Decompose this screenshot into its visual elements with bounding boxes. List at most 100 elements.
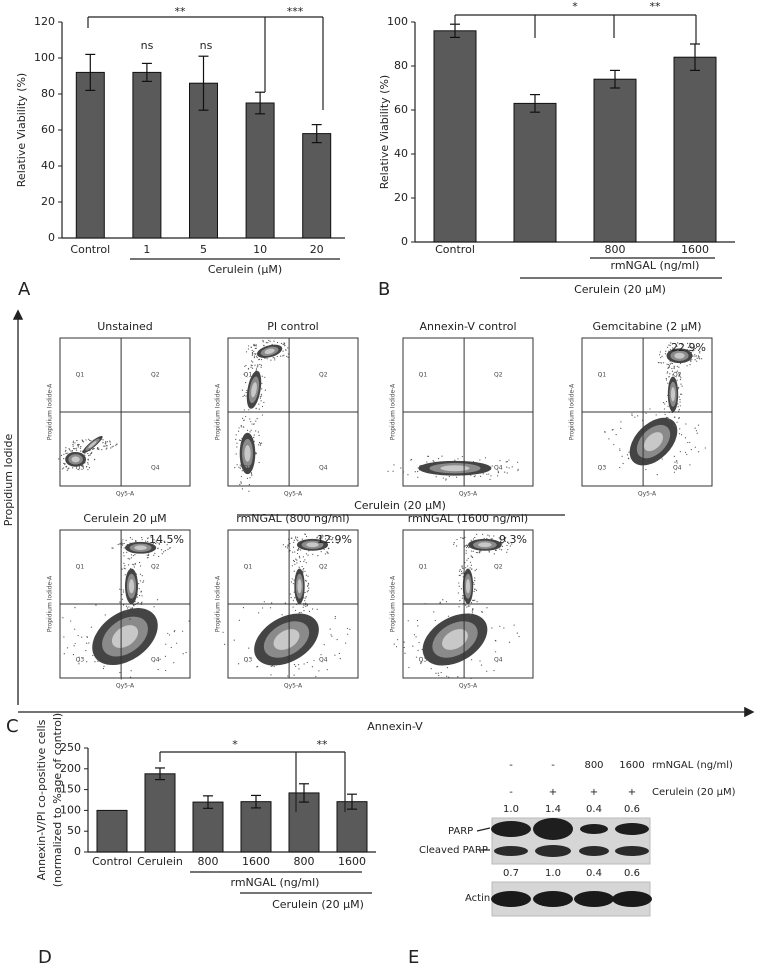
event-dot <box>74 442 76 444</box>
x-tick-label: Control <box>92 855 132 868</box>
event-dot <box>261 442 263 444</box>
event-dot <box>258 461 260 464</box>
event-dot <box>631 414 633 417</box>
event-dot <box>420 662 422 665</box>
event-dot <box>298 611 300 614</box>
event-dot <box>676 462 678 464</box>
event-dot <box>79 447 82 449</box>
event-dot <box>506 461 508 463</box>
event-dot <box>256 366 258 368</box>
event-dot <box>435 476 437 478</box>
event-dot <box>160 541 163 543</box>
event-dot <box>486 537 488 540</box>
event-dot <box>637 415 639 417</box>
event-dot <box>112 547 114 549</box>
bar <box>240 801 272 853</box>
event-dot <box>495 549 497 551</box>
event-dot <box>457 676 459 678</box>
event-dot <box>460 570 463 572</box>
event-dot <box>123 567 125 569</box>
event-dot <box>167 632 169 635</box>
event-dot <box>465 604 467 606</box>
blot-row-value: - <box>509 760 513 771</box>
event-dot <box>80 450 82 452</box>
event-dot <box>620 421 622 423</box>
event-dot <box>474 588 476 590</box>
event-dot <box>328 547 330 549</box>
event-dot <box>448 676 450 678</box>
event-dot <box>456 538 458 541</box>
percent-label: 9.3% <box>499 533 527 546</box>
panel-label: D <box>38 947 52 968</box>
event-dot <box>317 555 319 557</box>
event-dot <box>293 560 296 563</box>
event-dot <box>686 365 688 367</box>
event-dot <box>347 633 349 635</box>
event-dot <box>455 545 458 547</box>
event-dot <box>130 557 133 559</box>
event-dot <box>125 539 127 541</box>
event-dot <box>307 582 310 584</box>
flow-plot: Q1 Q2 Q3 Q4 rmNGAL (1600 ng/ml) 9.3% Propidium… <box>390 512 534 690</box>
event-dot <box>493 535 495 537</box>
event-dot <box>240 482 242 484</box>
event-dot <box>292 546 295 548</box>
significance-label: ns <box>141 39 154 52</box>
blot-band <box>615 823 649 835</box>
event-dot <box>455 476 458 478</box>
event-dot <box>689 441 691 444</box>
event-dot <box>676 345 678 347</box>
event-dot <box>117 543 119 546</box>
event-dot <box>294 551 296 553</box>
event-dot <box>63 636 65 638</box>
event-dot <box>268 339 270 342</box>
event-dot <box>661 458 663 460</box>
event-dot <box>261 382 263 384</box>
event-dot <box>88 438 90 440</box>
event-dot <box>78 443 80 446</box>
event-dot <box>407 620 409 622</box>
quadrant-label: Q1 <box>419 564 428 571</box>
event-dot <box>71 451 73 453</box>
event-dot <box>676 379 678 381</box>
event-dot <box>248 647 250 649</box>
event-dot <box>91 451 93 453</box>
event-dot <box>297 540 299 542</box>
event-dot <box>251 367 254 369</box>
flow-plot: Q1 Q2 Q3 Q4 rmNGAL (800 ng/ml) 12.9% Propidium… <box>215 512 359 690</box>
event-dot <box>320 551 322 553</box>
event-dot <box>303 663 305 665</box>
event-dot <box>336 638 338 641</box>
event-dot <box>72 440 75 442</box>
plot-y-axis-label: Propidium Iodide-A <box>215 575 222 632</box>
event-dot <box>666 372 668 374</box>
event-dot <box>251 365 253 367</box>
event-dot <box>433 611 435 613</box>
event-dot <box>255 420 257 422</box>
event-dot <box>402 472 404 474</box>
panel-label: B <box>378 279 390 300</box>
event-dot <box>284 602 286 604</box>
event-dot <box>671 368 673 370</box>
event-dot <box>158 543 161 545</box>
event-dot <box>504 471 506 473</box>
event-dot <box>287 545 289 547</box>
event-dot <box>139 565 142 567</box>
event-dot <box>330 539 332 541</box>
event-dot <box>466 606 468 608</box>
event-dot <box>77 443 79 445</box>
event-dot <box>680 434 683 436</box>
event-dot <box>661 362 663 364</box>
event-dot <box>619 449 621 452</box>
event-dot <box>668 365 671 367</box>
quadrant-label: Q3 <box>419 465 428 472</box>
event-dot <box>316 537 318 539</box>
event-dot <box>273 665 275 668</box>
event-dot <box>287 347 289 349</box>
event-dot <box>241 488 244 490</box>
event-dot <box>687 441 689 444</box>
event-dot <box>466 544 468 546</box>
event-dot <box>461 566 463 568</box>
event-dot <box>139 573 142 575</box>
event-dot <box>417 649 419 652</box>
